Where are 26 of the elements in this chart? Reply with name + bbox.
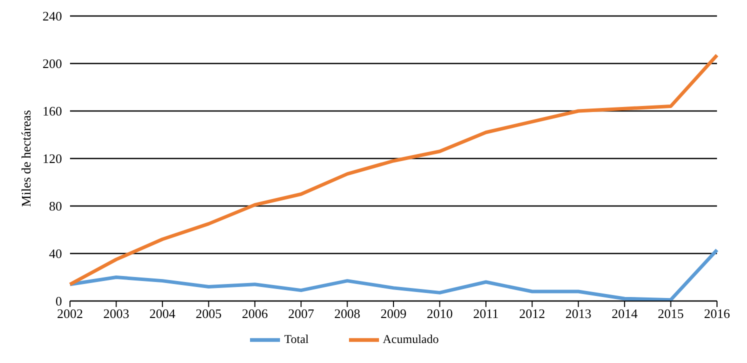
y-tick-label: 40 xyxy=(49,246,62,262)
y-tick-label: 160 xyxy=(42,104,62,119)
y-tick-label: 240 xyxy=(42,8,62,24)
x-tick-label: 2005 xyxy=(196,306,222,322)
y-tick-label: 80 xyxy=(49,198,62,214)
legend-label: Total xyxy=(284,332,309,346)
line-series xyxy=(68,53,719,286)
x-tick-label: 2009 xyxy=(380,306,406,322)
x-tick-label: 2011 xyxy=(473,306,499,322)
x-tick-label: 2004 xyxy=(149,306,176,322)
x-tick-label: 2002 xyxy=(57,306,83,322)
x-tick-label: 2007 xyxy=(288,306,315,322)
x-tick-label: 2016 xyxy=(704,306,730,322)
x-tick-label: 2012 xyxy=(519,306,546,322)
x-tick-label: 2006 xyxy=(242,306,268,322)
y-tick-label: 120 xyxy=(42,151,62,166)
y-tick-label: 0 xyxy=(56,294,62,309)
legend-label: Acumulado xyxy=(382,332,439,346)
x-tick-label: 2003 xyxy=(103,306,130,322)
x-tick-label: 2015 xyxy=(658,306,684,322)
x-tick-label: 2008 xyxy=(334,306,360,322)
y-axis-title: Miles de hectáreas xyxy=(18,110,34,207)
x-tick-label: 2010 xyxy=(426,306,453,322)
x-tick-label: 2014 xyxy=(612,306,638,322)
y-tick-label: 200 xyxy=(42,56,62,72)
x-tick-label: 2013 xyxy=(565,306,592,322)
